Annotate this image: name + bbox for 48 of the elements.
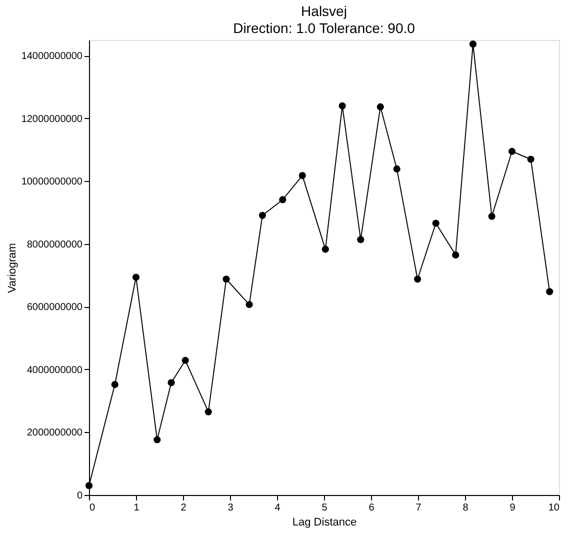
y-tick-label: 6000000000	[26, 302, 83, 314]
point	[222, 276, 230, 283]
x-tick-label: 0	[90, 502, 96, 514]
point	[168, 379, 175, 386]
point	[85, 482, 93, 490]
x-tick-label: 7	[416, 502, 422, 514]
point	[279, 196, 286, 204]
point	[508, 148, 516, 155]
y-tick-label: 2000000000	[26, 428, 83, 439]
point	[338, 102, 346, 110]
point	[376, 103, 384, 110]
point	[246, 301, 253, 308]
point	[432, 220, 440, 227]
x-tick-label: 3	[228, 502, 234, 514]
x-tick-label: 1	[134, 502, 140, 514]
chart-title: Halsvej	[301, 3, 347, 19]
x-tick-label: 6	[368, 502, 375, 514]
point	[414, 276, 422, 283]
y-tick-label: 4000000000	[26, 364, 83, 376]
point	[452, 251, 460, 258]
point	[182, 356, 189, 364]
point	[132, 274, 140, 281]
point	[527, 156, 534, 163]
point	[546, 288, 554, 296]
chart-subtitle: Direction: 1.0 Tolerance: 90.0	[233, 20, 416, 36]
point	[322, 246, 329, 253]
y-tick-label: 0	[76, 490, 83, 502]
point	[393, 165, 400, 172]
y-tick-label: 10000000000	[21, 176, 83, 188]
x-tick-label: 10	[548, 502, 560, 514]
x-tick-label: 2	[180, 502, 187, 514]
point	[204, 408, 212, 416]
y-tick-label: 8000000000	[26, 239, 83, 250]
point	[469, 40, 477, 48]
point	[111, 381, 118, 388]
point	[258, 212, 266, 219]
x-tick-label: 9	[510, 502, 516, 514]
y-tick-label: 12000000000	[21, 114, 83, 125]
y-axis-title: Variogram	[6, 243, 18, 293]
point	[357, 236, 364, 244]
point	[154, 436, 161, 444]
x-tick-label: 8	[462, 502, 469, 514]
point	[298, 172, 306, 180]
x-tick-label: 5	[322, 502, 328, 514]
point	[488, 212, 496, 220]
x-axis-title: Lag Distance	[292, 516, 357, 528]
x-tick-label: 4	[274, 502, 281, 514]
y-tick-label: 14000000000	[21, 51, 83, 62]
